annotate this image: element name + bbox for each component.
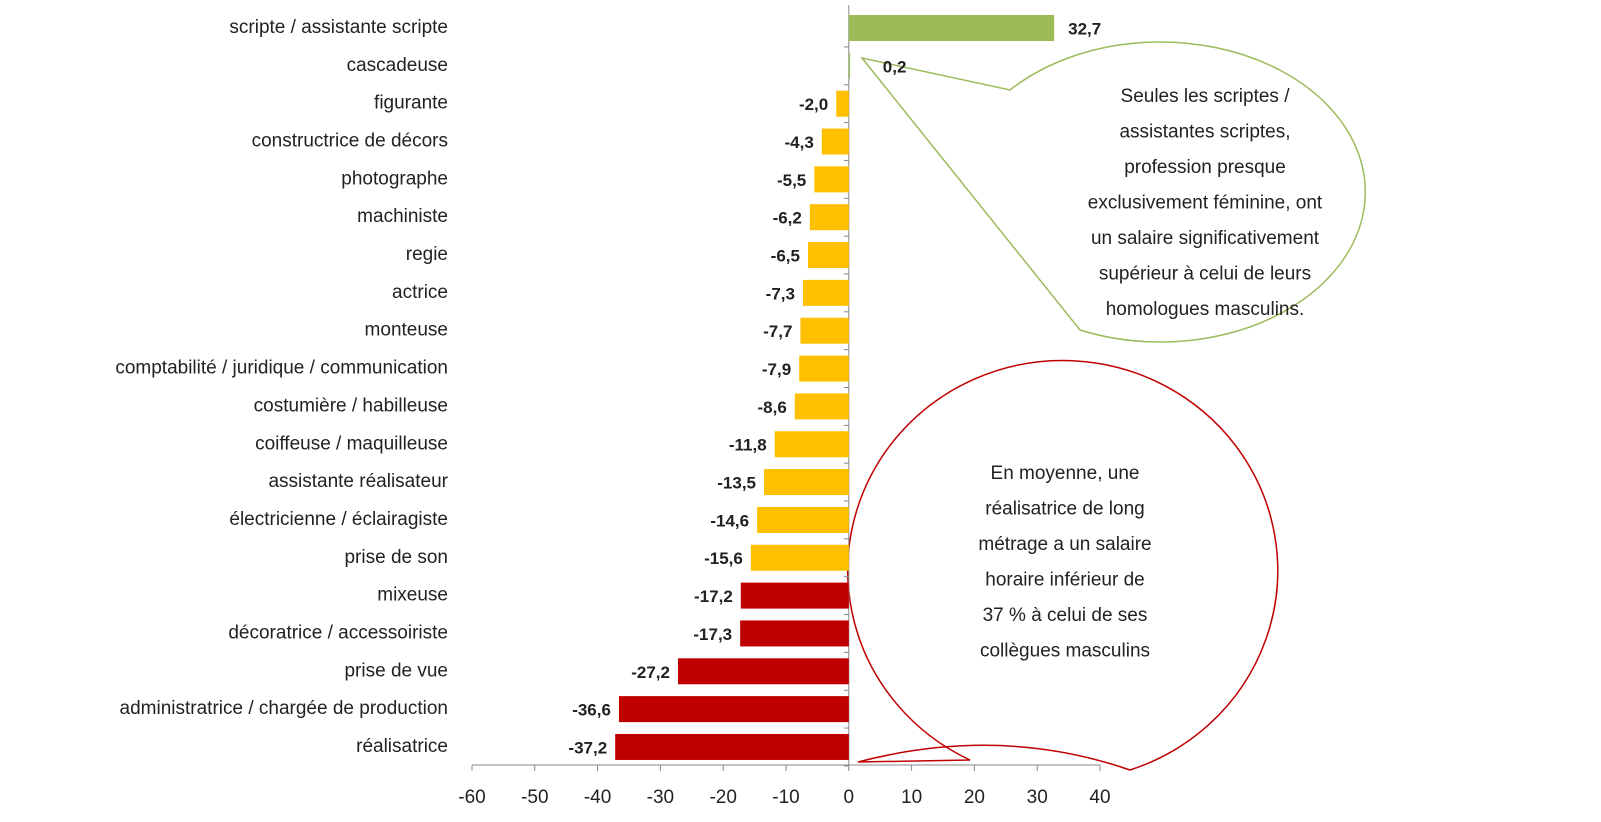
category-label: mixeuse — [377, 585, 448, 606]
bar — [814, 166, 849, 193]
value-label: -37,2 — [568, 738, 607, 757]
annotation: réalisatrice de long — [985, 499, 1144, 520]
x-tick-label: -60 — [458, 787, 485, 808]
value-label: -4,3 — [784, 133, 813, 152]
annotation: assistantes scriptes, — [1119, 122, 1290, 143]
x-tick-label: -50 — [521, 787, 548, 808]
bar — [764, 469, 849, 496]
value-label: -17,2 — [694, 587, 733, 606]
bar — [750, 544, 849, 571]
category-label: électricienne / éclairagiste — [229, 509, 448, 530]
category-label: administratrice / chargée de production — [120, 698, 448, 719]
value-label: -17,3 — [693, 625, 732, 644]
x-tick-label: 40 — [1089, 787, 1110, 808]
category-label: prise de son — [344, 547, 448, 568]
value-label: -7,9 — [762, 360, 791, 379]
bar — [800, 317, 849, 344]
x-tick-label: 30 — [1027, 787, 1048, 808]
category-label: scripte / assistante scripte — [229, 17, 448, 38]
category-label: constructrice de décors — [252, 131, 448, 152]
annotation: horaire inférieur de — [985, 570, 1144, 591]
value-label: -7,3 — [766, 284, 795, 303]
value-label: -2,0 — [799, 95, 828, 114]
value-label: -14,6 — [710, 511, 749, 530]
value-label: -36,6 — [572, 701, 611, 720]
annotation: profession presque — [1124, 157, 1286, 178]
callout-red — [846, 359, 1279, 771]
bar — [848, 52, 851, 79]
annotation: homologues masculins. — [1106, 299, 1305, 320]
category-label: machiniste — [357, 206, 448, 227]
annotation: En moyenne, une — [991, 463, 1140, 484]
bar — [794, 393, 849, 420]
category-label: regie — [406, 244, 448, 265]
bar — [848, 15, 1055, 41]
bar — [809, 204, 849, 231]
value-label: -13,5 — [717, 474, 756, 493]
bar — [677, 658, 849, 685]
bar — [807, 242, 849, 269]
value-label: -8,6 — [757, 398, 786, 417]
value-label: -6,5 — [771, 247, 800, 266]
callout-green — [860, 41, 1367, 343]
category-label: comptabilité / juridique / communication — [115, 358, 448, 379]
value-label: -15,6 — [704, 549, 743, 568]
annotation: un salaire significativement — [1091, 228, 1320, 249]
category-label: monteuse — [365, 320, 448, 341]
value-label: -5,5 — [777, 171, 806, 190]
annotation: 37 % à celui de ses — [983, 605, 1148, 626]
annotation: exclusivement féminine, ont — [1088, 193, 1323, 214]
x-tick-label: -10 — [772, 787, 799, 808]
category-label: cascadeuse — [347, 55, 448, 76]
x-tick-label: -40 — [584, 787, 611, 808]
annotation: Seules les scriptes / — [1121, 86, 1291, 107]
category-label: assistante réalisateur — [268, 471, 448, 492]
bar — [836, 90, 849, 117]
bar — [774, 431, 849, 458]
x-tick-label: -20 — [709, 787, 736, 808]
category-label: costumière / habilleuse — [254, 395, 448, 416]
value-label: -11,8 — [729, 436, 767, 455]
category-label: prise de vue — [344, 660, 448, 681]
bar — [821, 128, 849, 155]
annotation: supérieur à celui de leurs — [1099, 264, 1311, 285]
x-tick-label: 20 — [964, 787, 985, 808]
bar — [757, 506, 849, 533]
value-label: 0,2 — [883, 57, 907, 76]
x-tick-label: -30 — [647, 787, 674, 808]
value-label: 32,7 — [1068, 19, 1101, 38]
annotation: métrage a un salaire — [978, 534, 1151, 555]
category-label: coiffeuse / maquilleuse — [255, 433, 448, 454]
category-label: réalisatrice — [356, 736, 448, 757]
category-label: actrice — [392, 282, 448, 303]
bar — [799, 355, 849, 382]
bar — [618, 696, 849, 723]
bar — [740, 582, 849, 609]
bar — [802, 279, 849, 306]
x-tick-label: 0 — [844, 787, 855, 808]
category-label: figurante — [374, 93, 448, 114]
annotation: collègues masculins — [980, 641, 1150, 662]
x-tick-label: 10 — [901, 787, 922, 808]
value-label: -27,2 — [631, 663, 670, 682]
category-label: décoratrice / accessoiriste — [228, 622, 448, 643]
value-label: -7,7 — [763, 322, 792, 341]
bar — [740, 620, 849, 647]
value-label: -6,2 — [773, 209, 802, 228]
category-label: photographe — [341, 168, 448, 189]
bar — [615, 733, 849, 760]
